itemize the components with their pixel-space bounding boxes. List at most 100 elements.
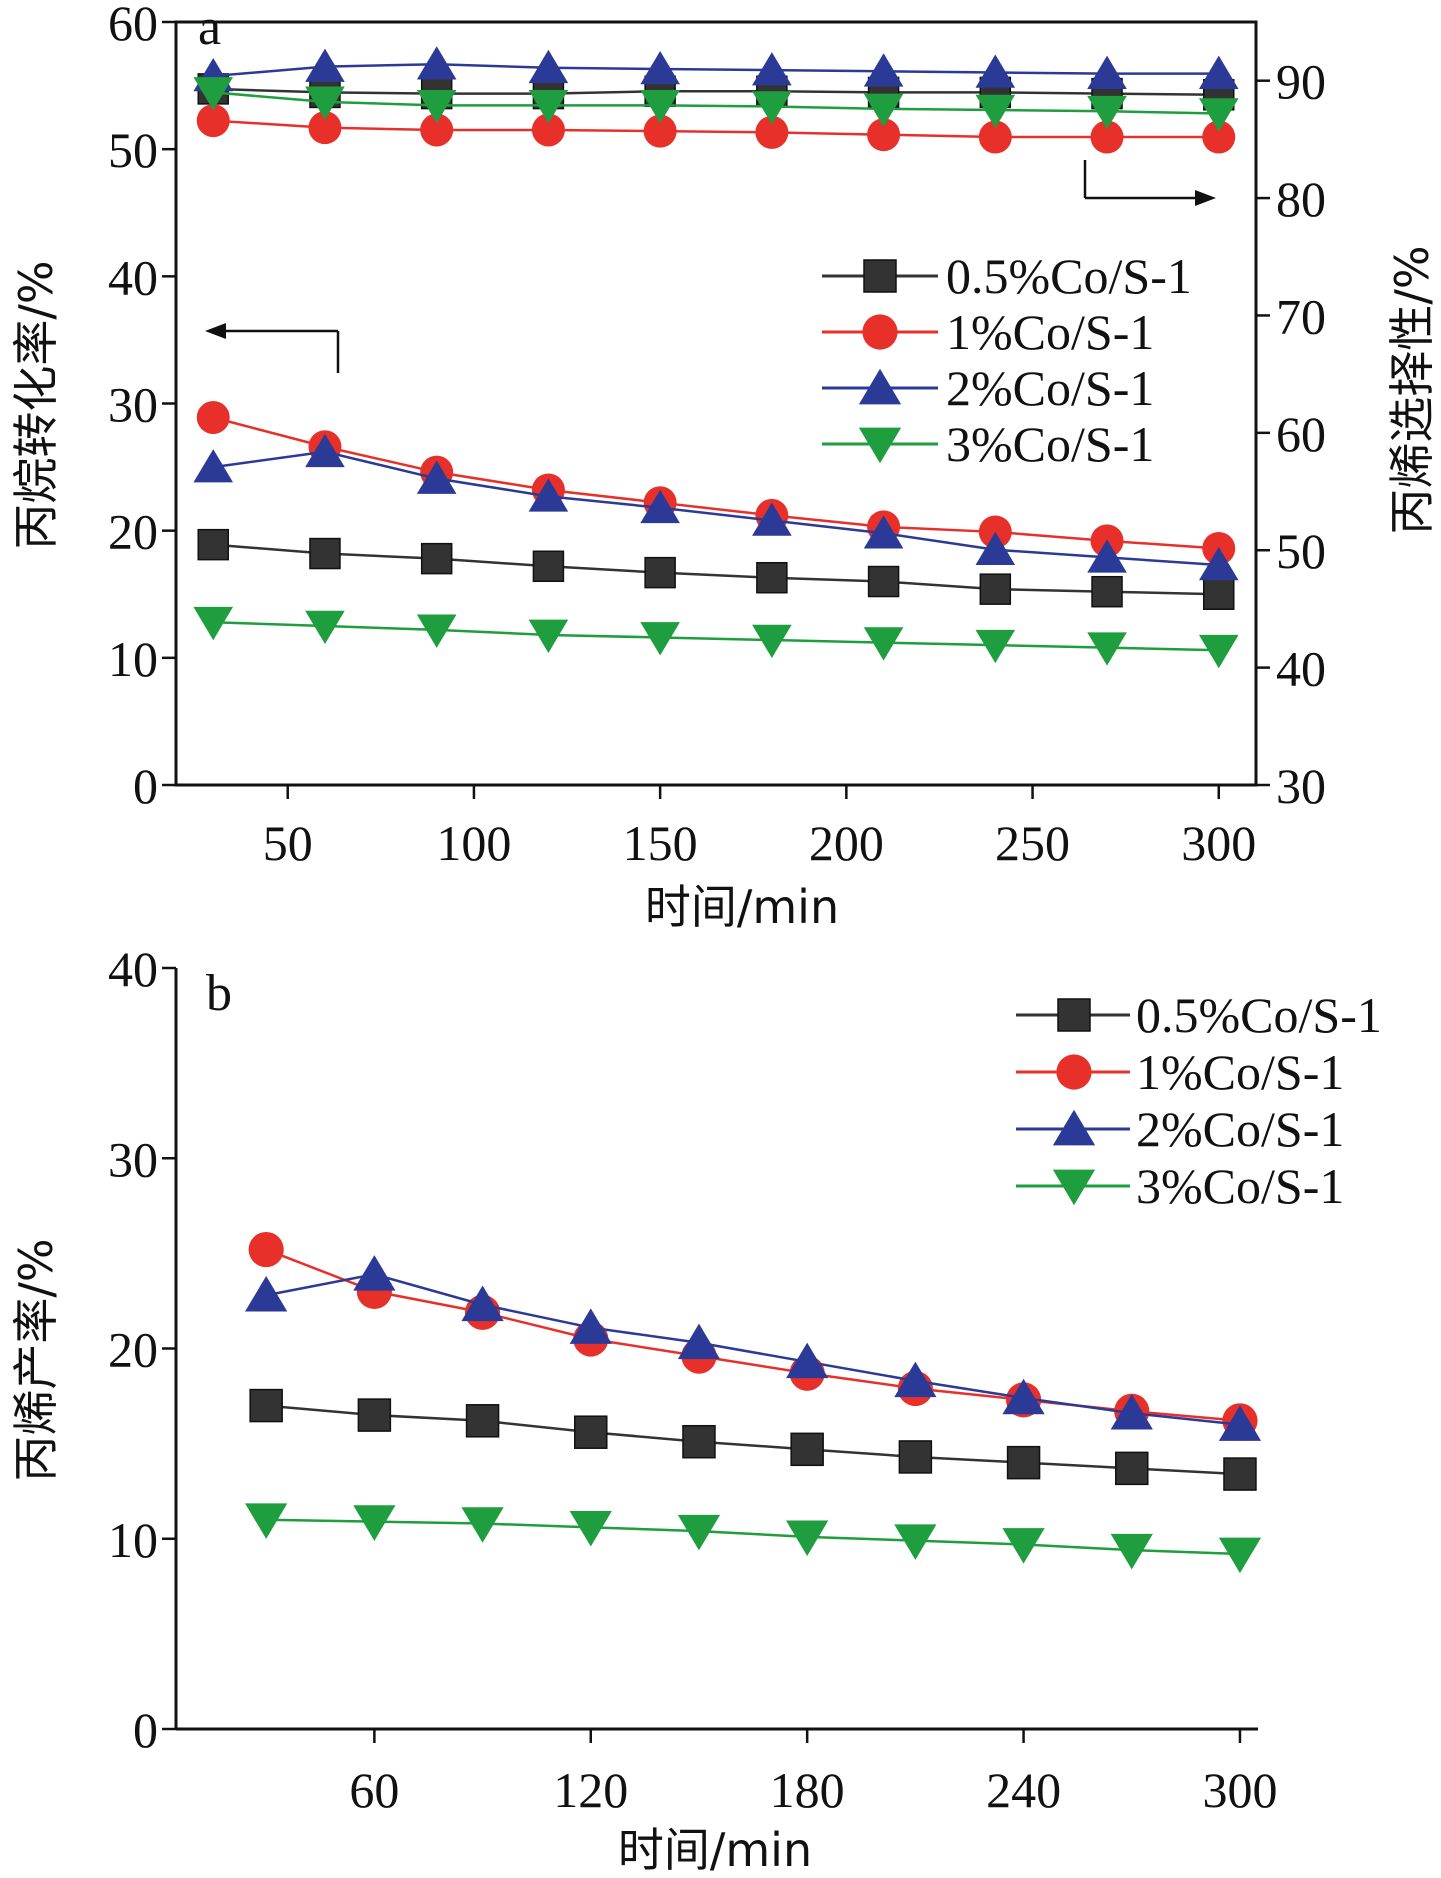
data-point-selectivity [193, 77, 234, 111]
legend-label: 1%Co/S-1 [1136, 1044, 1344, 1100]
panel-a-right-ytick-label: 60 [1276, 406, 1326, 462]
data-point-conversion [309, 537, 341, 570]
data-point-selectivity [416, 46, 457, 80]
legend-marker [1056, 1054, 1092, 1090]
panel-b-label: b [206, 965, 232, 1022]
data-point-selectivity [1198, 55, 1239, 89]
data-point-yield [786, 1342, 829, 1379]
data-point-selectivity [863, 93, 904, 127]
data-point-yield [894, 1524, 937, 1560]
panel-a-right-yaxis-title: 丙烯选择性/% [1385, 245, 1439, 534]
data-point-conversion [863, 627, 904, 661]
data-point-conversion [196, 400, 230, 434]
data-point-conversion [644, 556, 676, 589]
panel-a-left-ytick-label: 20 [108, 504, 158, 560]
data-point-yield [682, 1424, 716, 1459]
data-point-conversion [1091, 575, 1123, 608]
panel-b-ytick-label: 20 [108, 1322, 158, 1378]
data-point-yield [1110, 1393, 1153, 1430]
legend-marker [863, 259, 897, 293]
data-point-yield [1110, 1533, 1153, 1570]
legend-marker [1057, 998, 1091, 1032]
data-point-conversion [863, 515, 904, 549]
legend-label: 0.5%Co/S-1 [1136, 987, 1382, 1043]
data-point-conversion [305, 610, 345, 645]
data-point-yield [677, 1514, 721, 1551]
series-line-yield-0.5%Co/S-1 [266, 1404, 1241, 1476]
panel-a-xtick-label: 100 [436, 815, 511, 871]
panel-a-right-ytick-label: 40 [1276, 641, 1326, 697]
panel-a-left-ytick-label: 30 [108, 377, 158, 433]
data-point-conversion [528, 619, 569, 653]
data-point-conversion [756, 561, 788, 594]
data-point-selectivity [308, 111, 342, 145]
panel-a-left-ytick-label: 10 [108, 631, 158, 687]
data-point-conversion [420, 542, 453, 575]
data-point-yield [569, 1511, 612, 1547]
panel-a-left-ytick-label: 40 [108, 249, 158, 305]
legend-marker [858, 368, 902, 405]
data-point-yield [461, 1507, 504, 1543]
panel-b-xtick-label: 180 [770, 1762, 845, 1818]
series-line-conversion-2%Co/S-1 [213, 450, 1219, 567]
series-line-yield-1%Co/S-1 [265, 1248, 1241, 1423]
panel-a-left-yaxis-title: 丙烷转化率/% [9, 260, 63, 549]
data-point-selectivity [752, 91, 792, 125]
panel-a-xaxis-title: 时间/min [645, 880, 839, 934]
data-point-yield [249, 1388, 283, 1423]
data-point-conversion [416, 614, 457, 648]
data-point-yield [248, 1231, 284, 1268]
series-line-conversion-0.5%Co/S-1 [213, 543, 1219, 596]
data-point-conversion [305, 433, 345, 468]
panel-b-legend: 0.5%Co/S-11%Co/S-12%Co/S-13%Co/S-1 [1016, 987, 1382, 1214]
data-point-selectivity [1202, 120, 1236, 154]
data-point-yield [677, 1323, 721, 1360]
panel-b-xaxis-title: 时间/min [618, 1823, 812, 1877]
chart-panel-b: b 时间/min 丙烯产率/% 60 120 180 240 300 0 10 20 30 40 0… [9, 941, 1382, 1877]
panel-a-right-ytick-label: 50 [1276, 523, 1326, 579]
data-point-selectivity [528, 49, 569, 84]
data-point-conversion [975, 629, 1016, 664]
panel-b-xtick-label: 240 [986, 1762, 1061, 1818]
series-line-selectivity-0.5%Co/S-1 [213, 87, 1219, 97]
panel-a-xtick-label: 250 [995, 815, 1070, 871]
legend-label: 3%Co/S-1 [946, 416, 1154, 472]
data-point-yield [1218, 1405, 1262, 1441]
series-line-conversion-1%Co/S-1 [212, 416, 1219, 550]
panel-b-ytick-label: 10 [108, 1512, 158, 1568]
series-line-conversion-3%Co/S-1 [213, 620, 1219, 652]
panel-b-ytick-label: 30 [108, 1131, 158, 1187]
panel-a-xtick-label: 200 [809, 815, 884, 871]
panel-a-label: a [198, 0, 221, 56]
legend-label: 2%Co/S-1 [1136, 1101, 1344, 1157]
legend-label: 0.5%Co/S-1 [946, 248, 1192, 304]
data-point-yield [569, 1308, 612, 1344]
series-line-yield-2%Co/S-1 [265, 1273, 1241, 1426]
panel-a-right-ytick-label: 70 [1276, 288, 1326, 344]
data-point-yield [245, 1503, 288, 1539]
data-point-yield [1223, 1457, 1257, 1491]
panel-a-left-ytick-label: 0 [133, 758, 158, 814]
panel-a-right-ytick-label: 90 [1276, 54, 1326, 110]
data-point-yield [353, 1255, 396, 1291]
data-point-yield [353, 1505, 396, 1541]
panel-a-xtick-label: 50 [263, 815, 313, 871]
data-point-yield [357, 1398, 392, 1432]
data-point-selectivity [752, 52, 792, 86]
panel-b-yaxis-title: 丙烯产率/% [9, 1238, 63, 1481]
legend-label: 3%Co/S-1 [1136, 1158, 1344, 1214]
series-line-yield-3%Co/S-1 [266, 1518, 1241, 1556]
data-point-yield [898, 1440, 933, 1474]
data-point-yield [465, 1404, 500, 1438]
data-point-yield [245, 1276, 288, 1312]
data-point-yield [461, 1285, 504, 1322]
data-point-conversion [1198, 547, 1239, 581]
series-line-selectivity-1%Co/S-1 [213, 119, 1219, 139]
data-point-yield [1006, 1445, 1041, 1480]
data-point-conversion [416, 460, 457, 494]
legend-marker [1052, 1169, 1096, 1206]
panel-b-xtick-label: 300 [1202, 1762, 1277, 1818]
legend-label: 2%Co/S-1 [946, 360, 1154, 416]
data-point-yield [790, 1432, 824, 1467]
data-point-selectivity [531, 113, 565, 147]
